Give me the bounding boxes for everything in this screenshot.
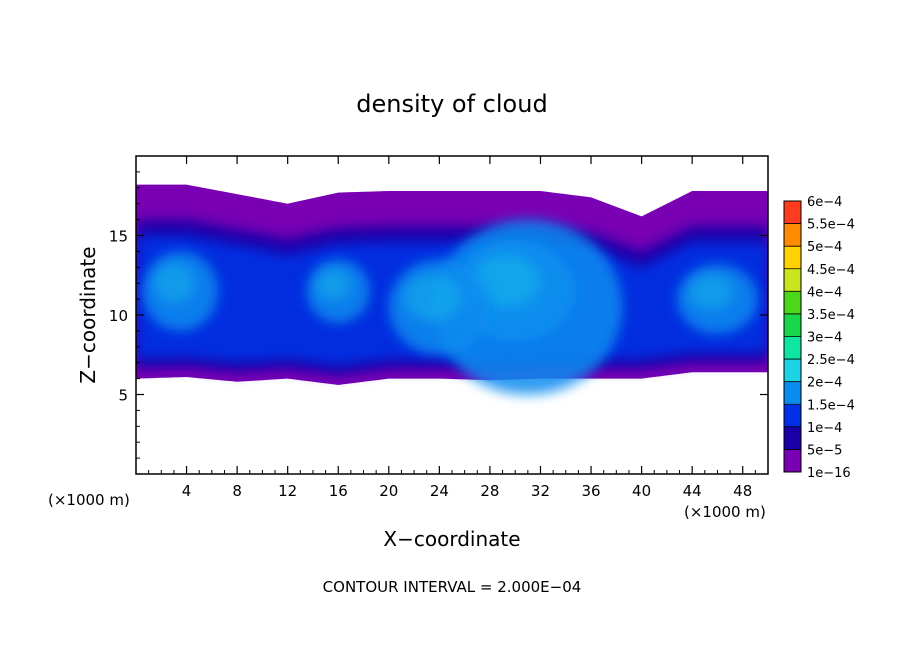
x-unit-label: (×1000 m) (684, 503, 766, 521)
colorbar-swatch (784, 291, 801, 315)
colorbar-tick-label: 5e−5 (807, 443, 842, 458)
density-peak (403, 273, 460, 322)
y-unit-label: (×1000 m) (48, 491, 130, 509)
y-axis-ticks: 5 10 15 (109, 171, 768, 459)
x-axis-label: X−coordinate (383, 527, 520, 551)
colorbar-tick-label: 1e−16 (807, 466, 851, 481)
x-tick-label: 4 (182, 482, 192, 500)
density-peak (316, 268, 351, 301)
density-peak (153, 263, 196, 304)
y-tick-label: 5 (118, 387, 128, 405)
colorbar-tick-label: 5e−4 (807, 240, 842, 255)
x-tick-label: 44 (683, 482, 702, 500)
colorbar-swatch (784, 313, 801, 337)
colorbar-swatch (784, 359, 801, 383)
colorbar-tick-label: 1.5e−4 (807, 398, 855, 413)
density-peak (472, 255, 540, 307)
colorbar-swatch (784, 246, 801, 270)
x-axis-ticks: 4 8 12 16 20 24 28 32 36 40 44 48 (148, 156, 756, 500)
y-axis-label: Z−coordinate (76, 246, 100, 383)
colorbar-swatch (784, 268, 801, 292)
colorbar-tick-label: 2.5e−4 (807, 353, 855, 368)
colorbar-tick-label: 1e−4 (807, 421, 842, 436)
x-tick-label: 12 (278, 482, 297, 500)
x-tick-label: 32 (531, 482, 550, 500)
colorbar-swatch (784, 426, 801, 450)
y-tick-label: 10 (109, 307, 128, 325)
colorbar-tick-label: 5.5e−4 (807, 218, 855, 233)
chart-title: density of cloud (356, 90, 547, 118)
colorbar-swatch (784, 449, 801, 473)
density-field (136, 184, 768, 395)
colorbar-tick-label: 2e−4 (807, 376, 842, 391)
colorbar-swatch (784, 336, 801, 360)
x-tick-label: 24 (430, 482, 449, 500)
colorbar-swatch (784, 404, 801, 428)
x-tick-label: 28 (480, 482, 499, 500)
contour-interval-note: CONTOUR INTERVAL = 2.000E−04 (323, 578, 582, 596)
colorbar-swatch (784, 223, 801, 247)
colorbar-tick-label: 3.5e−4 (807, 308, 855, 323)
density-peak (689, 274, 734, 310)
x-tick-label: 36 (581, 482, 600, 500)
colorbar-tick-label: 3e−4 (807, 331, 842, 346)
x-tick-label: 16 (329, 482, 348, 500)
x-tick-label: 40 (632, 482, 651, 500)
y-tick-label: 15 (109, 228, 128, 246)
colorbar-tick-label: 4e−4 (807, 285, 842, 300)
colorbar: 1e−16 5e−5 1e−4 1.5e−4 2e−4 2.5e−4 3e−4 3.5e−4 4… (783, 195, 855, 481)
colorbar-swatch (784, 201, 801, 225)
x-tick-label: 8 (232, 482, 242, 500)
colorbar-swatch (784, 381, 801, 405)
colorbar-tick-label: 4.5e−4 (807, 263, 855, 278)
colorbar-tick-label: 6e−4 (807, 195, 842, 210)
x-tick-label: 20 (379, 482, 398, 500)
x-tick-label: 48 (733, 482, 752, 500)
